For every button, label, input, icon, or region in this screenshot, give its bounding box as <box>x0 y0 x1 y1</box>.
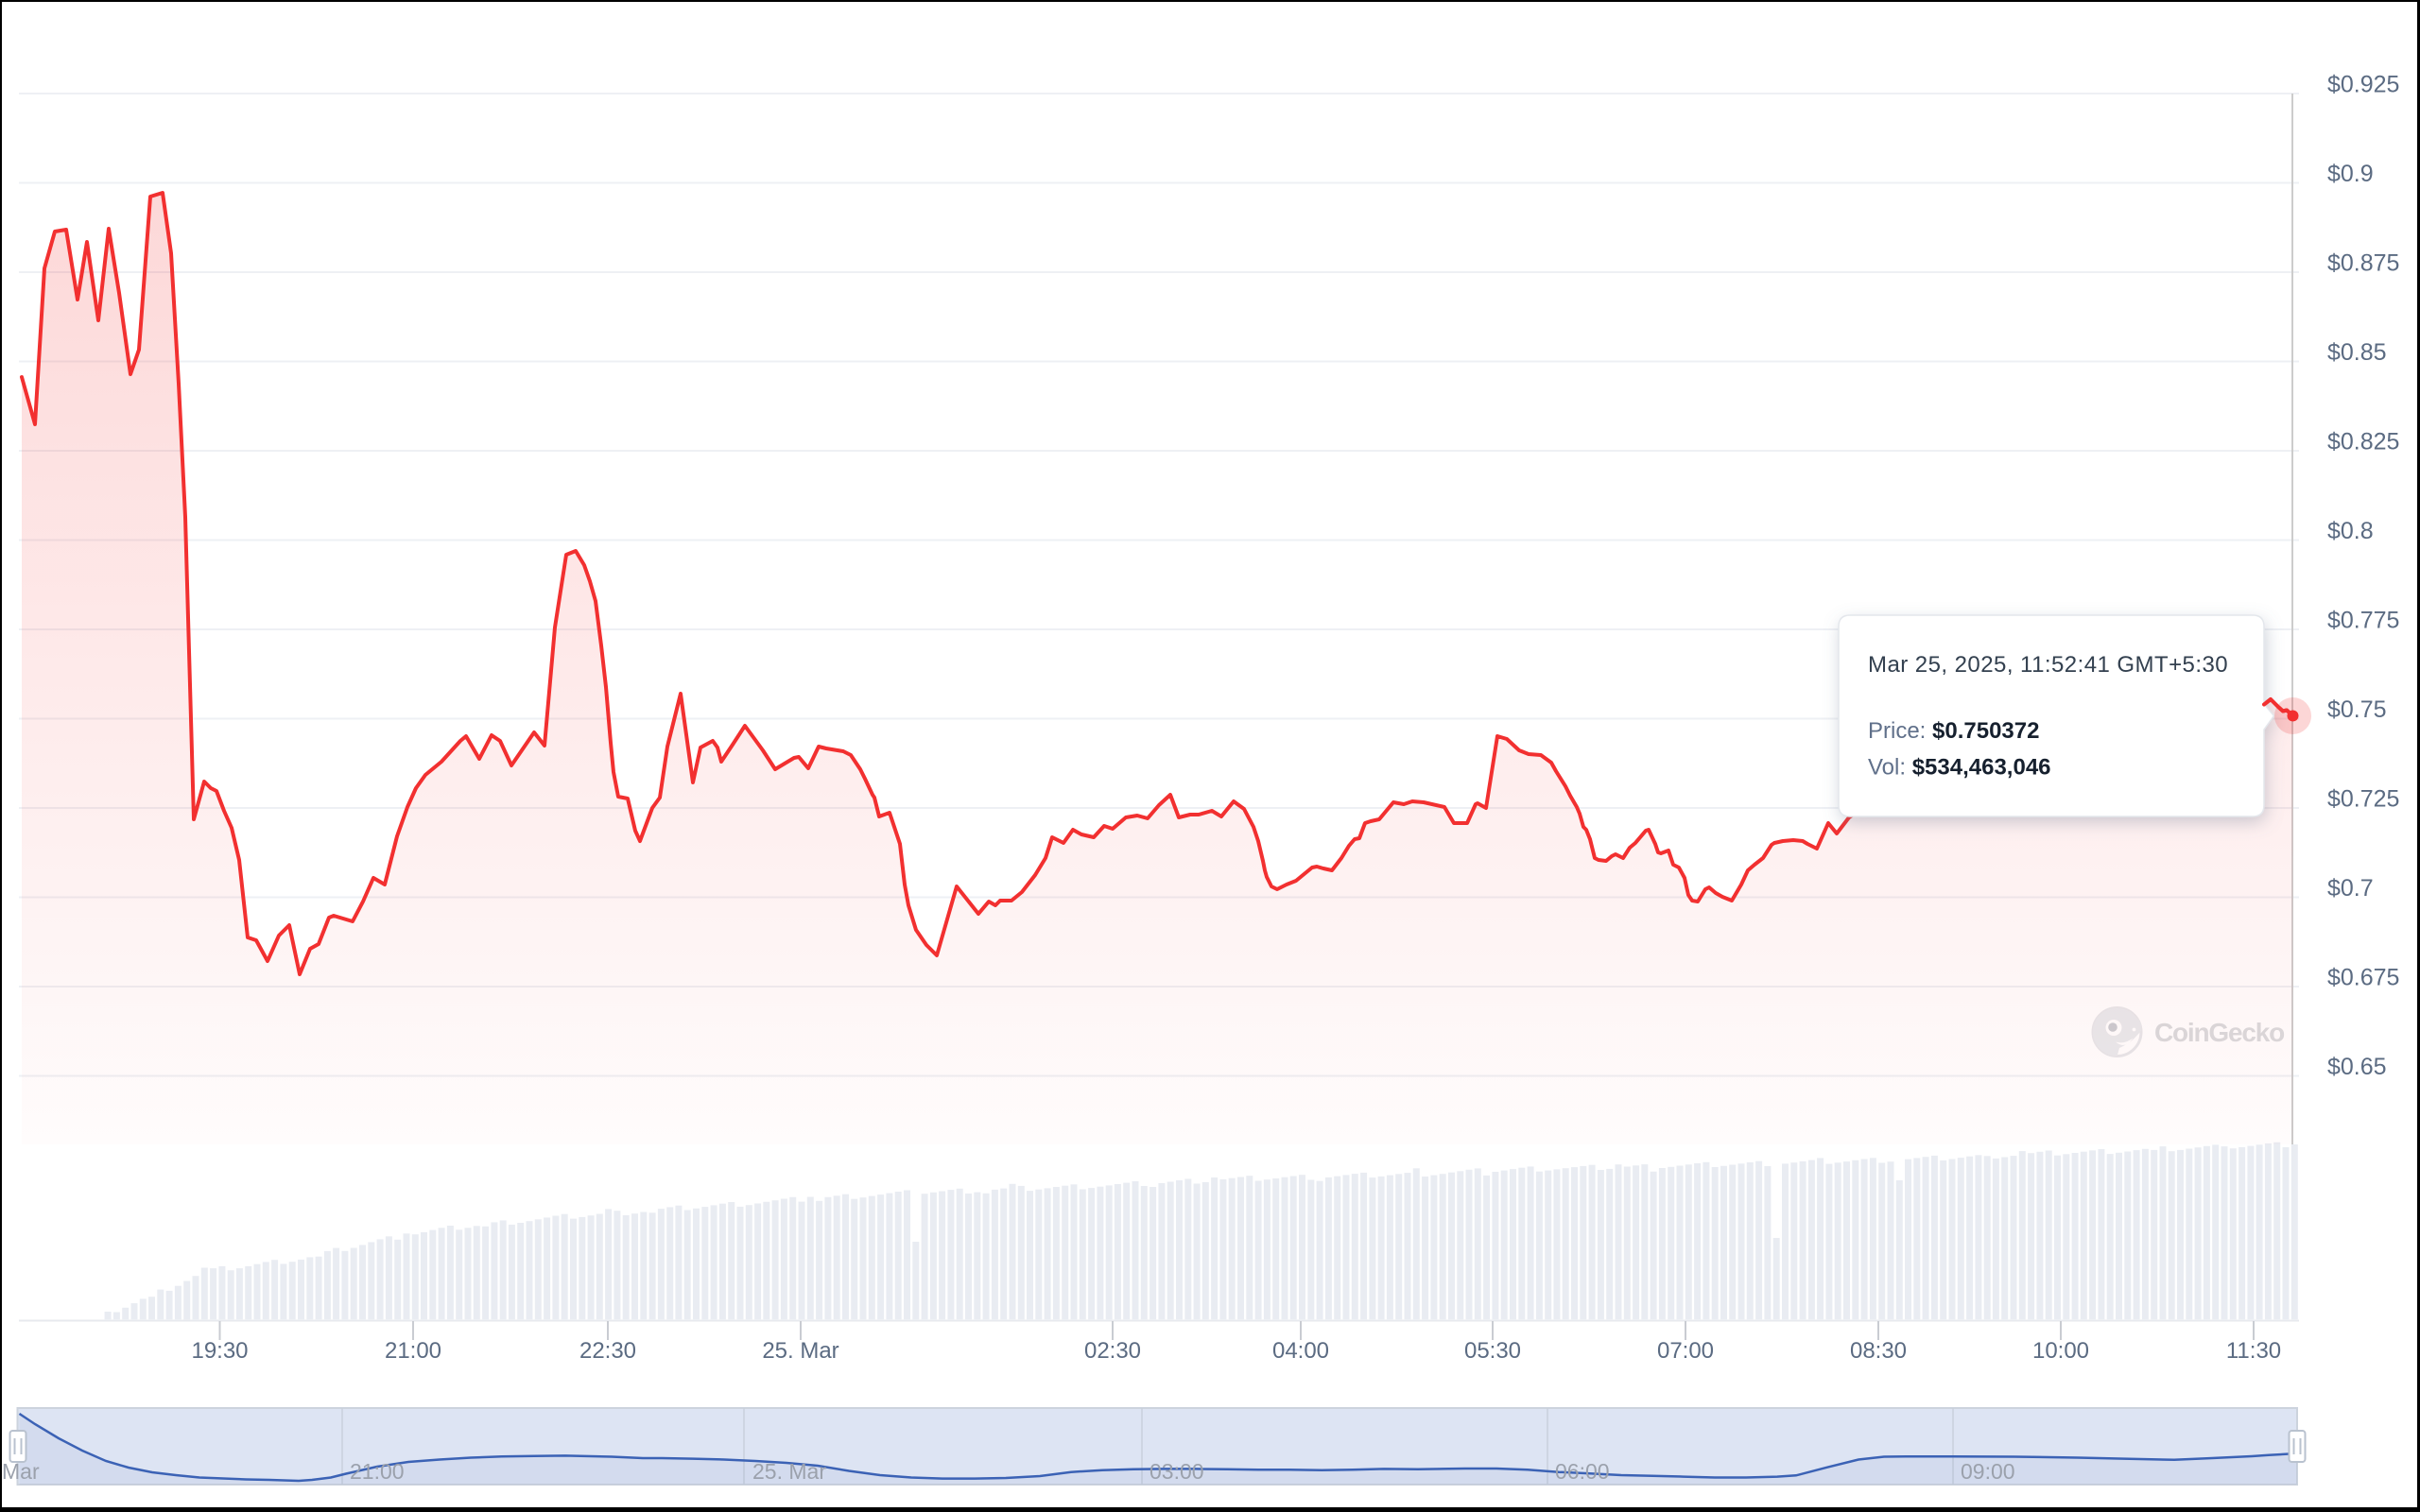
svg-text:11:30: 11:30 <box>2226 1338 2281 1364</box>
svg-text:$0.65: $0.65 <box>2327 1054 2387 1080</box>
svg-text:$0.925: $0.925 <box>2327 72 2399 98</box>
svg-text:06:00: 06:00 <box>1555 1459 1610 1484</box>
svg-text:Price: $0.750372: Price: $0.750372 <box>1868 718 2039 744</box>
svg-text:$0.675: $0.675 <box>2327 965 2399 991</box>
svg-text:09:00: 09:00 <box>1961 1459 2015 1484</box>
svg-text:$0.725: $0.725 <box>2327 786 2399 813</box>
svg-text:07:00: 07:00 <box>1657 1338 1714 1364</box>
svg-text:$0.7: $0.7 <box>2327 875 2374 902</box>
svg-text:25. Mar: 25. Mar <box>752 1459 826 1484</box>
svg-text:$0.775: $0.775 <box>2327 608 2399 634</box>
svg-text:$0.75: $0.75 <box>2327 696 2387 723</box>
svg-text:10:00: 10:00 <box>2032 1338 2089 1364</box>
svg-text:02:30: 02:30 <box>1084 1338 1141 1364</box>
svg-text:$0.85: $0.85 <box>2327 339 2387 366</box>
svg-text:$0.9: $0.9 <box>2327 161 2374 187</box>
svg-text:03:00: 03:00 <box>1150 1459 1204 1484</box>
svg-text:$0.825: $0.825 <box>2327 429 2399 455</box>
svg-text:25. Mar: 25. Mar <box>762 1338 838 1364</box>
svg-text:Mar 25, 2025, 11:52:41 GMT+5:3: Mar 25, 2025, 11:52:41 GMT+5:30 <box>1868 652 2228 678</box>
svg-text:$0.875: $0.875 <box>2327 250 2399 277</box>
svg-text:08:30: 08:30 <box>1850 1338 1907 1364</box>
svg-text:21:00: 21:00 <box>350 1459 405 1484</box>
svg-text:22:30: 22:30 <box>579 1338 636 1364</box>
svg-text:Vol: $534,463,046: Vol: $534,463,046 <box>1868 755 2051 781</box>
svg-text:$0.8: $0.8 <box>2327 518 2374 544</box>
svg-text:21:00: 21:00 <box>385 1338 441 1364</box>
svg-text:04:00: 04:00 <box>1272 1338 1329 1364</box>
svg-text:19:30: 19:30 <box>191 1338 248 1364</box>
svg-text:Mar: Mar <box>2 1459 40 1484</box>
svg-text:05:30: 05:30 <box>1464 1338 1521 1364</box>
